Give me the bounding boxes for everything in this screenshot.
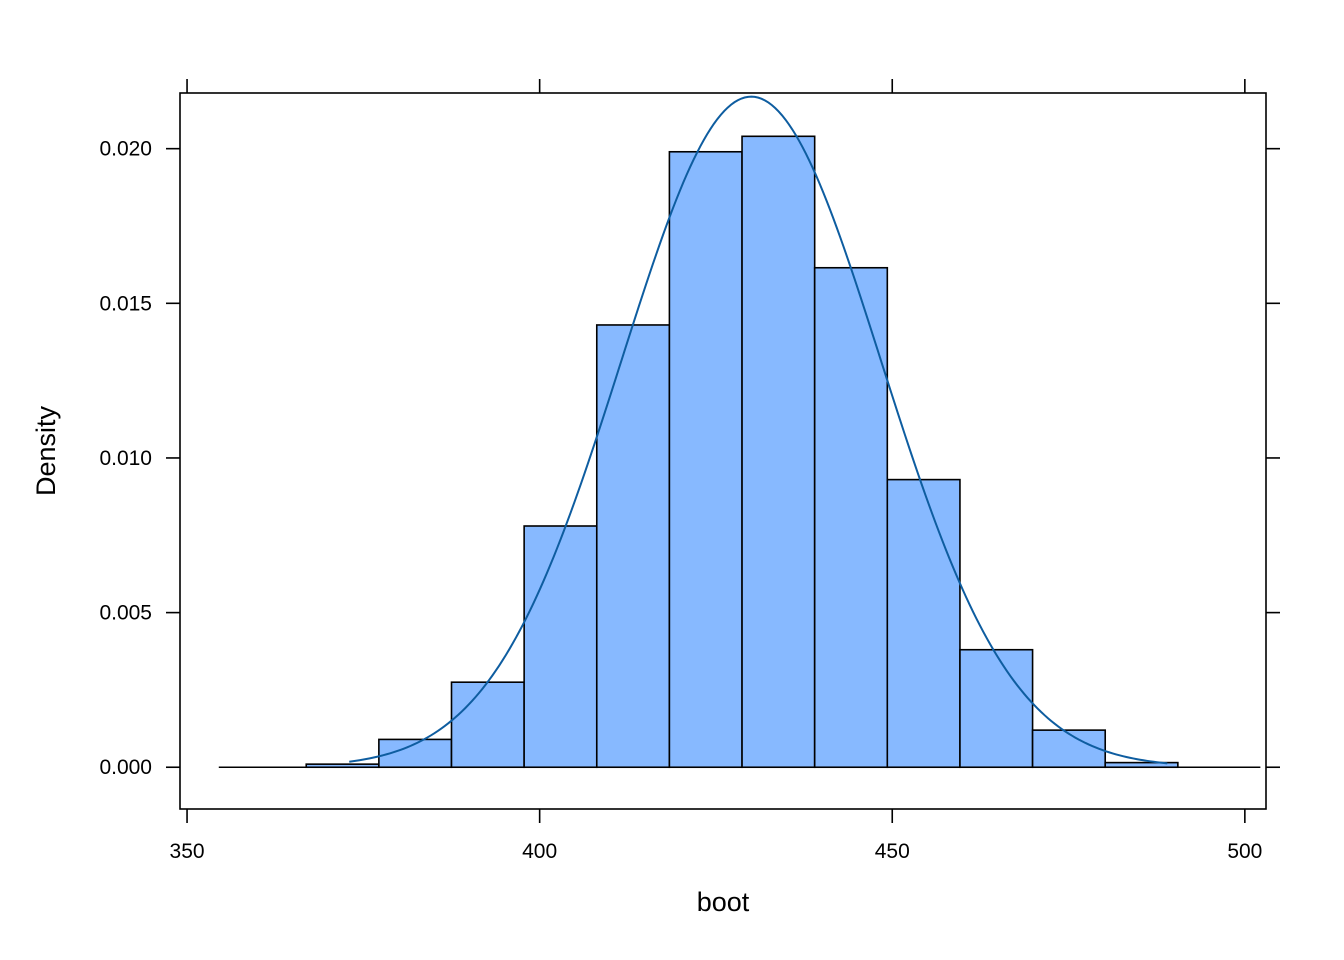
y-tick-label: 0.015 — [99, 292, 152, 315]
x-axis: 350 400 450 500 — [170, 79, 1262, 863]
y-tick-label: 0.020 — [99, 138, 152, 161]
y-tick-label: 0.010 — [99, 447, 152, 470]
histogram-bar-10 — [959, 648, 1034, 769]
histogram-bar-7 — [741, 135, 816, 769]
histogram-bar-11 — [1031, 729, 1107, 769]
histogram-bar-8 — [813, 266, 889, 769]
x-tick-label: 500 — [1227, 840, 1262, 863]
histogram-bar-3 — [450, 681, 525, 769]
y-axis-title: Density — [31, 405, 61, 496]
histogram-bar-4 — [523, 525, 598, 769]
x-tick-label: 450 — [875, 840, 910, 863]
histogram-bar-5 — [595, 324, 671, 769]
x-tick-label: 350 — [170, 840, 205, 863]
density-curve — [349, 95, 1168, 765]
x-axis-title: boot — [697, 887, 750, 917]
plot-frame — [179, 92, 1267, 810]
x-tick-label: 400 — [522, 840, 557, 863]
histogram-bar-1 — [305, 763, 380, 769]
histogram-bars — [305, 135, 1179, 769]
histogram-bar-6 — [668, 150, 743, 769]
histogram-bar-12 — [1104, 761, 1179, 769]
y-tick-label: 0.005 — [99, 602, 152, 625]
histogram-bar-9 — [886, 478, 961, 769]
y-tick-label: 0.000 — [99, 756, 152, 779]
y-axis: 0.000 0.005 0.010 0.015 0.020 — [99, 138, 1280, 779]
